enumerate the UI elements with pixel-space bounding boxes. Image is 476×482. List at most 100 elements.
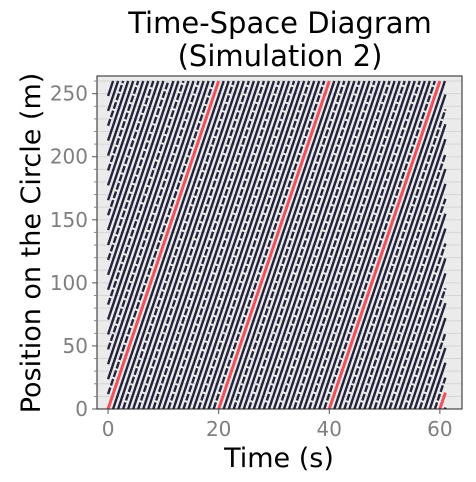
vehicle-trajectory-segment bbox=[147, 80, 261, 409]
vehicle-trajectory-segment bbox=[106, 80, 195, 335]
x-axis-ticks: 0 20 40 60 bbox=[102, 409, 453, 441]
vehicle-trajectory-segment bbox=[308, 80, 421, 409]
vehicle-trajectories bbox=[106, 80, 447, 409]
vehicle-trajectory-segment bbox=[247, 80, 361, 409]
vehicle-trajectory-segment bbox=[383, 228, 447, 409]
vehicle-trajectory-segment bbox=[343, 108, 447, 409]
y-tick-label: 200 bbox=[50, 145, 88, 169]
vehicle-trajectory-segment bbox=[106, 80, 145, 186]
vehicle-trajectory-segment bbox=[187, 80, 301, 409]
vehicle-trajectory-segment bbox=[152, 80, 266, 409]
vehicle-trajectory-segment bbox=[106, 80, 115, 97]
y-tick-label: 150 bbox=[50, 208, 88, 232]
x-tick-label: 60 bbox=[427, 417, 452, 441]
plot-area bbox=[96, 75, 463, 410]
vehicle-trajectory-segment bbox=[137, 80, 250, 409]
vehicle-trajectory-segment bbox=[297, 80, 411, 409]
vehicle-trajectory-segment bbox=[127, 80, 240, 409]
vehicle-trajectory-segment bbox=[232, 80, 346, 409]
x-tick-label: 0 bbox=[102, 417, 115, 441]
vehicle-trajectory-segment bbox=[418, 332, 447, 409]
vehicle-trajectory-segment bbox=[333, 80, 447, 409]
vehicle-trajectory-segment bbox=[106, 80, 180, 291]
vehicle-trajectory-segment bbox=[222, 80, 336, 409]
vehicle-trajectory-segment bbox=[227, 80, 341, 409]
vehicle-trajectory-segment bbox=[318, 80, 431, 409]
vehicle-trajectory-segment bbox=[192, 80, 306, 409]
vehicle-trajectory-segment bbox=[177, 80, 291, 409]
chart-title-line-2: (Simulation 2) bbox=[178, 39, 383, 73]
chart-title-line-1: Time-Space Diagram bbox=[127, 6, 432, 40]
vehicle-trajectory-segment bbox=[207, 80, 321, 409]
vehicle-trajectory-segment bbox=[363, 168, 447, 409]
vehicle-trajectory-segment bbox=[433, 377, 447, 409]
highlighted-trajectory bbox=[106, 80, 447, 409]
vehicle-trajectory-segment bbox=[162, 80, 276, 409]
vehicle-trajectory-segment bbox=[287, 80, 401, 409]
vehicle-trajectory-segment bbox=[277, 80, 391, 409]
vehicle-trajectory-segment bbox=[292, 80, 406, 409]
vehicle-trajectory-segment bbox=[111, 80, 225, 409]
vehicle-trajectory-segment bbox=[106, 80, 205, 365]
vehicle-trajectory-segment bbox=[388, 243, 447, 409]
vehicle-trajectory-segment bbox=[202, 80, 316, 409]
x-tick-label: 40 bbox=[317, 417, 342, 441]
y-tick-label: 100 bbox=[50, 271, 88, 295]
vehicle-trajectory-segment bbox=[353, 138, 447, 409]
highlighted-trajectory-segment bbox=[438, 392, 447, 409]
vehicle-trajectory-segment bbox=[106, 80, 130, 142]
vehicle-trajectory-segment bbox=[106, 80, 160, 231]
y-tick-label: 250 bbox=[50, 82, 88, 106]
vehicle-trajectory-segment bbox=[368, 183, 447, 409]
vehicle-trajectory-segment bbox=[272, 80, 386, 409]
vehicle-trajectory-segment bbox=[282, 80, 396, 409]
x-axis-label: Time (s) bbox=[223, 443, 334, 474]
vehicle-trajectory-segment bbox=[157, 80, 271, 409]
vehicle-trajectory-segment bbox=[167, 80, 281, 409]
x-tick-label: 20 bbox=[206, 417, 231, 441]
vehicle-trajectory-segment bbox=[106, 80, 190, 320]
vehicle-trajectory-segment bbox=[252, 80, 366, 409]
vehicle-trajectory-segment bbox=[408, 302, 447, 409]
vehicle-trajectory-segment bbox=[313, 80, 426, 409]
vehicle-trajectory-segment bbox=[106, 80, 210, 380]
vehicle-trajectory-segment bbox=[212, 80, 326, 409]
vehicle-trajectory-segment bbox=[398, 272, 447, 409]
vehicle-trajectory-segment bbox=[172, 80, 286, 409]
vehicle-trajectory-segment bbox=[106, 80, 150, 201]
vehicle-trajectory-segment bbox=[413, 317, 447, 409]
y-tick-label: 0 bbox=[75, 397, 88, 421]
y-axis-label: Position on the Circle (m) bbox=[16, 73, 47, 414]
plot-frame bbox=[96, 75, 463, 410]
vehicle-trajectory-segment bbox=[122, 80, 235, 409]
vehicle-trajectory-segment bbox=[348, 123, 447, 409]
vehicle-trajectory-segment bbox=[302, 80, 416, 409]
y-axis-ticks: 0 50 100 150 200 250 bbox=[50, 80, 97, 421]
vehicle-trajectory-segment bbox=[132, 80, 245, 409]
vehicle-trajectory-segment bbox=[106, 80, 185, 306]
vehicle-trajectory-segment bbox=[423, 347, 447, 409]
vehicle-trajectory-segment bbox=[403, 287, 447, 409]
vehicle-trajectory-segment bbox=[267, 80, 381, 409]
vehicle-trajectory-segment bbox=[428, 362, 447, 409]
vehicle-trajectory-segment bbox=[393, 258, 447, 409]
vehicle-trajectory-segment bbox=[338, 94, 447, 409]
vehicle-trajectory-segment bbox=[106, 80, 175, 276]
vehicle-trajectory-segment bbox=[106, 80, 155, 216]
vehicle-trajectory-segment bbox=[262, 80, 376, 409]
vehicle-trajectory-segment bbox=[106, 80, 170, 261]
vehicle-trajectory-segment bbox=[106, 80, 135, 156]
vehicle-trajectory-segment bbox=[106, 80, 165, 246]
highlighted-trajectory-segment bbox=[327, 80, 442, 409]
vehicle-trajectory-segment bbox=[323, 80, 436, 409]
y-tick-label: 50 bbox=[63, 334, 88, 358]
highlighted-trajectory-segment bbox=[217, 80, 331, 409]
vehicle-trajectory-segment bbox=[106, 80, 200, 350]
vehicle-trajectory-segment bbox=[142, 80, 255, 409]
vehicle-trajectory-segment bbox=[373, 198, 447, 409]
vehicle-trajectory-segment bbox=[378, 213, 447, 409]
vehicle-trajectory-segment bbox=[257, 80, 371, 409]
vehicle-trajectory-segment bbox=[116, 80, 230, 409]
vehicle-trajectory-segment bbox=[237, 80, 351, 409]
